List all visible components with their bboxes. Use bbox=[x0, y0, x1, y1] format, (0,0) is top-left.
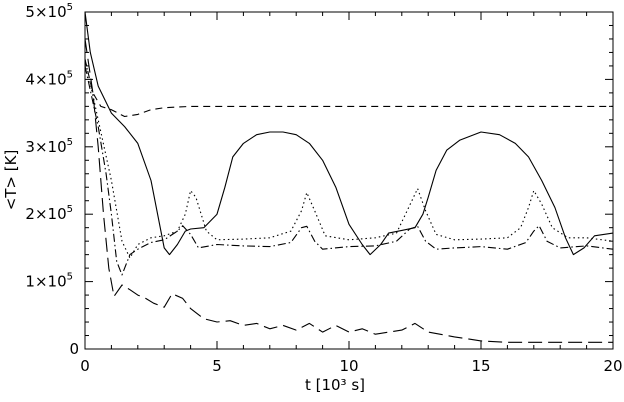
series-line-solid bbox=[84, 11, 614, 256]
y-axis-label: <T> [K] bbox=[2, 150, 20, 211]
series-line-dash-dot bbox=[84, 65, 614, 276]
y-tick-label: 1×105 bbox=[25, 272, 73, 291]
series-layer bbox=[84, 11, 614, 343]
y-ticks: 0 1×105 2×105 3×105 4×105 5×105 bbox=[25, 2, 613, 358]
x-ticks: 0 5 10 15 20 bbox=[80, 12, 623, 375]
x-tick-label: 10 bbox=[339, 357, 358, 375]
x-tick-label: 0 bbox=[80, 357, 90, 375]
series-line-long-dash bbox=[84, 38, 613, 343]
x-tick-label: 15 bbox=[471, 357, 490, 375]
y-tick-label: 5×105 bbox=[25, 2, 73, 21]
series-line-short-dash bbox=[84, 59, 613, 118]
x-tick-label: 5 bbox=[212, 357, 222, 375]
plot-frame bbox=[84, 11, 614, 350]
y-tick-label: 2×105 bbox=[25, 204, 73, 223]
y-tick-label: 4×105 bbox=[25, 69, 73, 88]
y-tick-label: 0 bbox=[69, 340, 79, 358]
x-axis-label: t [10³ s] bbox=[305, 376, 365, 394]
series-line-dotted bbox=[84, 59, 614, 259]
x-tick-label: 20 bbox=[603, 357, 622, 375]
y-tick-label: 3×105 bbox=[25, 137, 73, 156]
